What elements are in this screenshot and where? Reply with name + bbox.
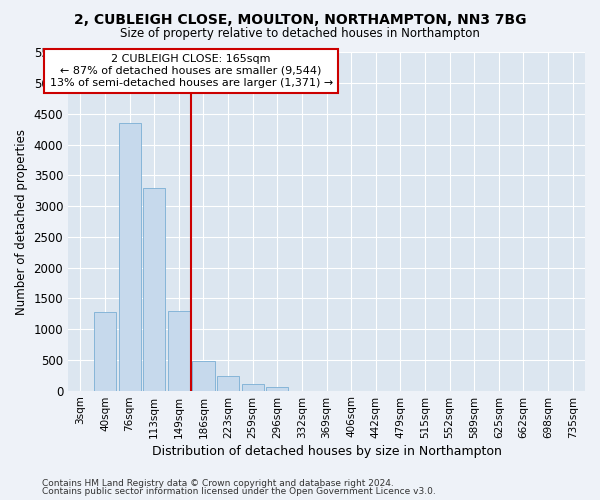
Text: 2, CUBLEIGH CLOSE, MOULTON, NORTHAMPTON, NN3 7BG: 2, CUBLEIGH CLOSE, MOULTON, NORTHAMPTON,…: [74, 12, 526, 26]
Text: 2 CUBLEIGH CLOSE: 165sqm
← 87% of detached houses are smaller (9,544)
13% of sem: 2 CUBLEIGH CLOSE: 165sqm ← 87% of detach…: [50, 54, 333, 88]
Bar: [217, 376, 239, 390]
Bar: [193, 361, 215, 390]
Bar: [266, 387, 289, 390]
Y-axis label: Number of detached properties: Number of detached properties: [15, 128, 28, 314]
Bar: [94, 312, 116, 390]
Text: Contains public sector information licensed under the Open Government Licence v3: Contains public sector information licen…: [42, 487, 436, 496]
Bar: [168, 310, 190, 390]
Bar: [119, 123, 140, 390]
X-axis label: Distribution of detached houses by size in Northampton: Distribution of detached houses by size …: [152, 444, 502, 458]
Bar: [143, 188, 165, 390]
Bar: [242, 384, 264, 390]
Text: Size of property relative to detached houses in Northampton: Size of property relative to detached ho…: [120, 28, 480, 40]
Text: Contains HM Land Registry data © Crown copyright and database right 2024.: Contains HM Land Registry data © Crown c…: [42, 478, 394, 488]
